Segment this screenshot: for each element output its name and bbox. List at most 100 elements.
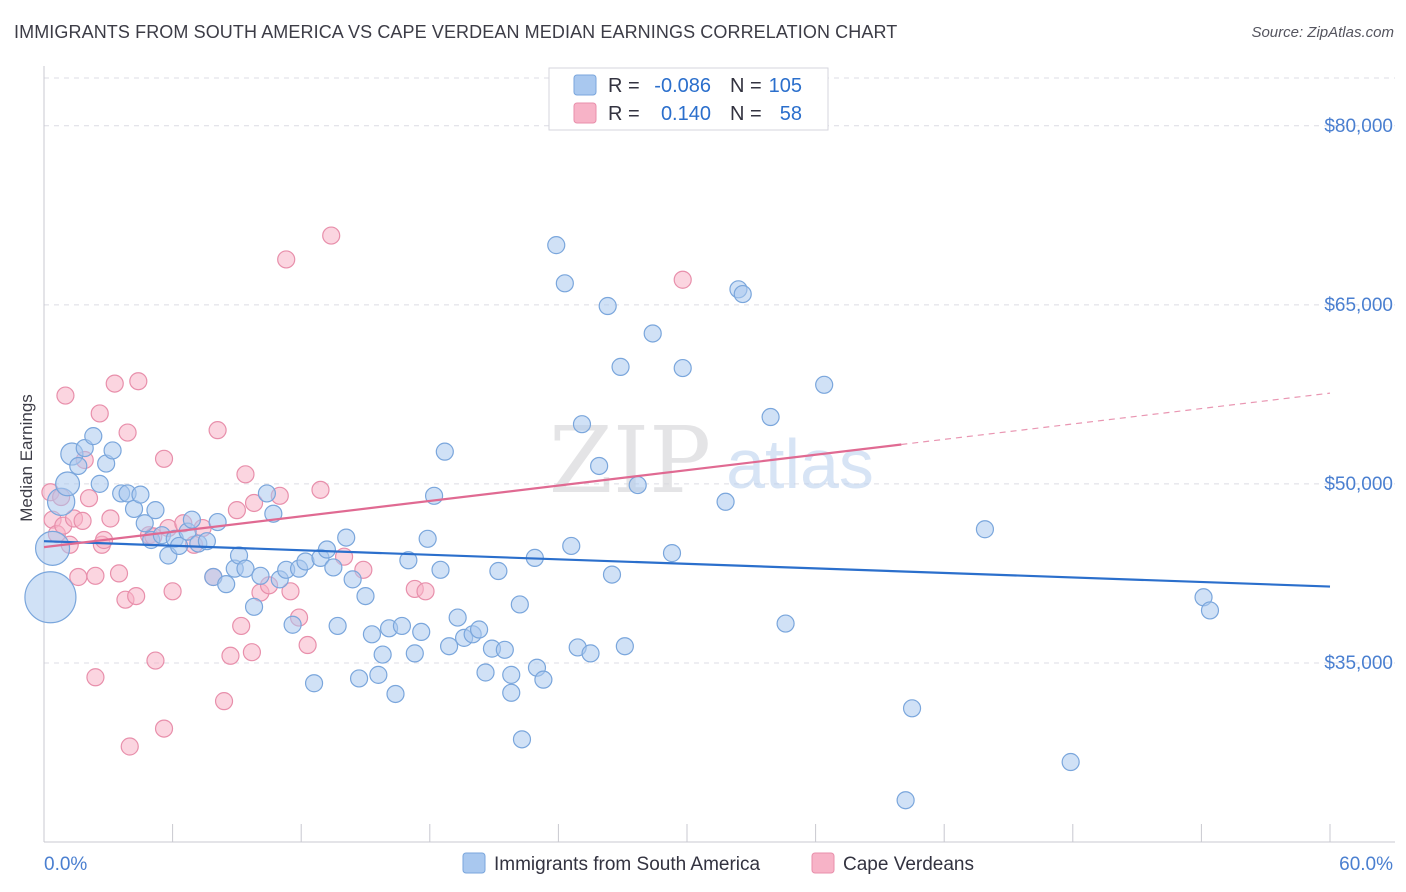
point-cape-verdean (298, 635, 317, 655)
point-cape-verdean (118, 423, 137, 442)
point-south-america (510, 595, 529, 614)
point-south-america (324, 558, 343, 577)
point-south-america (512, 730, 532, 749)
point-south-america (369, 665, 388, 684)
legend-r-label-2: R = (608, 103, 640, 125)
point-cape-verdean (221, 646, 240, 665)
point-south-america (435, 442, 454, 461)
point-cape-verdean (86, 566, 105, 585)
point-south-america (815, 375, 834, 394)
trend-line-0 (43, 540, 1331, 588)
point-cape-verdean (120, 737, 139, 756)
point-south-america (217, 575, 236, 594)
point-cape-verdean (277, 250, 296, 269)
x-tick-label-end: 60.0% (1339, 854, 1393, 875)
y-tick-label: $50,000 (1324, 474, 1393, 495)
legend-r-value-1: -0.086 (654, 75, 711, 97)
point-cape-verdean (236, 465, 255, 484)
axes (43, 66, 1395, 843)
y-tick-label: $80,000 (1324, 116, 1393, 137)
point-south-america (55, 471, 81, 497)
point-south-america (373, 645, 392, 664)
trend-lines (43, 392, 1331, 588)
point-south-america (611, 357, 630, 376)
point-cape-verdean (146, 651, 165, 670)
watermark-atlas: atlas (726, 425, 874, 503)
point-cape-verdean (154, 719, 174, 738)
point-south-america (197, 532, 216, 551)
point-cape-verdean (90, 404, 109, 423)
point-south-america (392, 616, 412, 636)
trend-line-1 (43, 443, 902, 549)
point-cape-verdean (227, 501, 246, 520)
point-south-america (733, 284, 752, 304)
point-south-america (562, 536, 581, 556)
series-legend-label-pink: Cape Verdeans (843, 854, 974, 875)
point-south-america (1200, 601, 1220, 620)
point-cape-verdean (154, 449, 174, 468)
point-cape-verdean (127, 586, 146, 606)
trend-line-extension-1 (901, 392, 1331, 446)
point-cape-verdean (322, 226, 341, 245)
point-south-america (304, 674, 324, 693)
legend-swatch-blue (573, 74, 597, 96)
point-cape-verdean (244, 493, 264, 513)
point-south-america (328, 616, 347, 636)
point-south-america (662, 544, 682, 563)
legend-r-label-1: R = (608, 75, 640, 97)
point-south-america (418, 529, 437, 548)
point-cape-verdean (101, 509, 120, 528)
point-south-america (598, 296, 617, 316)
legend-n-label-2: N = (730, 103, 762, 125)
point-south-america (412, 622, 431, 642)
point-south-america (469, 620, 489, 639)
point-south-america (572, 415, 592, 434)
point-cape-verdean (242, 643, 262, 662)
point-south-america (555, 274, 574, 293)
point-south-america (643, 324, 662, 343)
point-south-america (476, 663, 495, 682)
point-south-america (547, 236, 566, 255)
point-south-america (448, 608, 467, 627)
point-cape-verdean (214, 692, 234, 711)
point-south-america (495, 640, 514, 659)
legend-r-value-2: 0.140 (661, 103, 711, 125)
point-south-america (34, 530, 71, 566)
point-cape-verdean (109, 564, 129, 583)
point-cape-verdean (673, 270, 692, 289)
point-south-america (1061, 752, 1080, 772)
point-south-america (135, 514, 154, 533)
point-south-america (405, 644, 424, 663)
point-south-america (502, 665, 521, 684)
point-cape-verdean (416, 582, 435, 601)
point-south-america (761, 407, 780, 427)
point-south-america (902, 699, 922, 718)
point-cape-verdean (129, 372, 148, 391)
legend-swatch-pink (573, 102, 597, 124)
point-south-america (264, 504, 283, 523)
point-south-america (399, 551, 418, 570)
point-cape-verdean (163, 582, 182, 601)
legend-n-value-1: 105 (769, 75, 802, 97)
point-south-america (103, 441, 122, 460)
point-south-america (386, 684, 405, 704)
point-cape-verdean (311, 480, 330, 499)
point-south-america (896, 791, 915, 810)
point-south-america (716, 492, 735, 511)
point-south-america (236, 559, 255, 578)
legend-n-value-2: 58 (780, 103, 802, 125)
point-south-america (24, 571, 77, 624)
point-cape-verdean (73, 511, 92, 530)
correlation-legend: R = -0.086 N = 105 R = 0.140 N = 58 (548, 67, 829, 131)
point-south-america (84, 427, 103, 446)
point-cape-verdean (79, 489, 99, 508)
point-south-america (317, 540, 337, 559)
point-south-america (146, 501, 165, 520)
point-south-america (244, 597, 264, 616)
point-south-america (90, 474, 109, 493)
y-axis-label: Median Earnings (17, 394, 36, 522)
point-south-america (534, 670, 553, 689)
point-cape-verdean (56, 386, 75, 405)
tick-labels: $35,000 $50,000 $65,000 $80,000 0.0% 60.0% (44, 116, 1393, 875)
point-south-america (431, 560, 450, 579)
